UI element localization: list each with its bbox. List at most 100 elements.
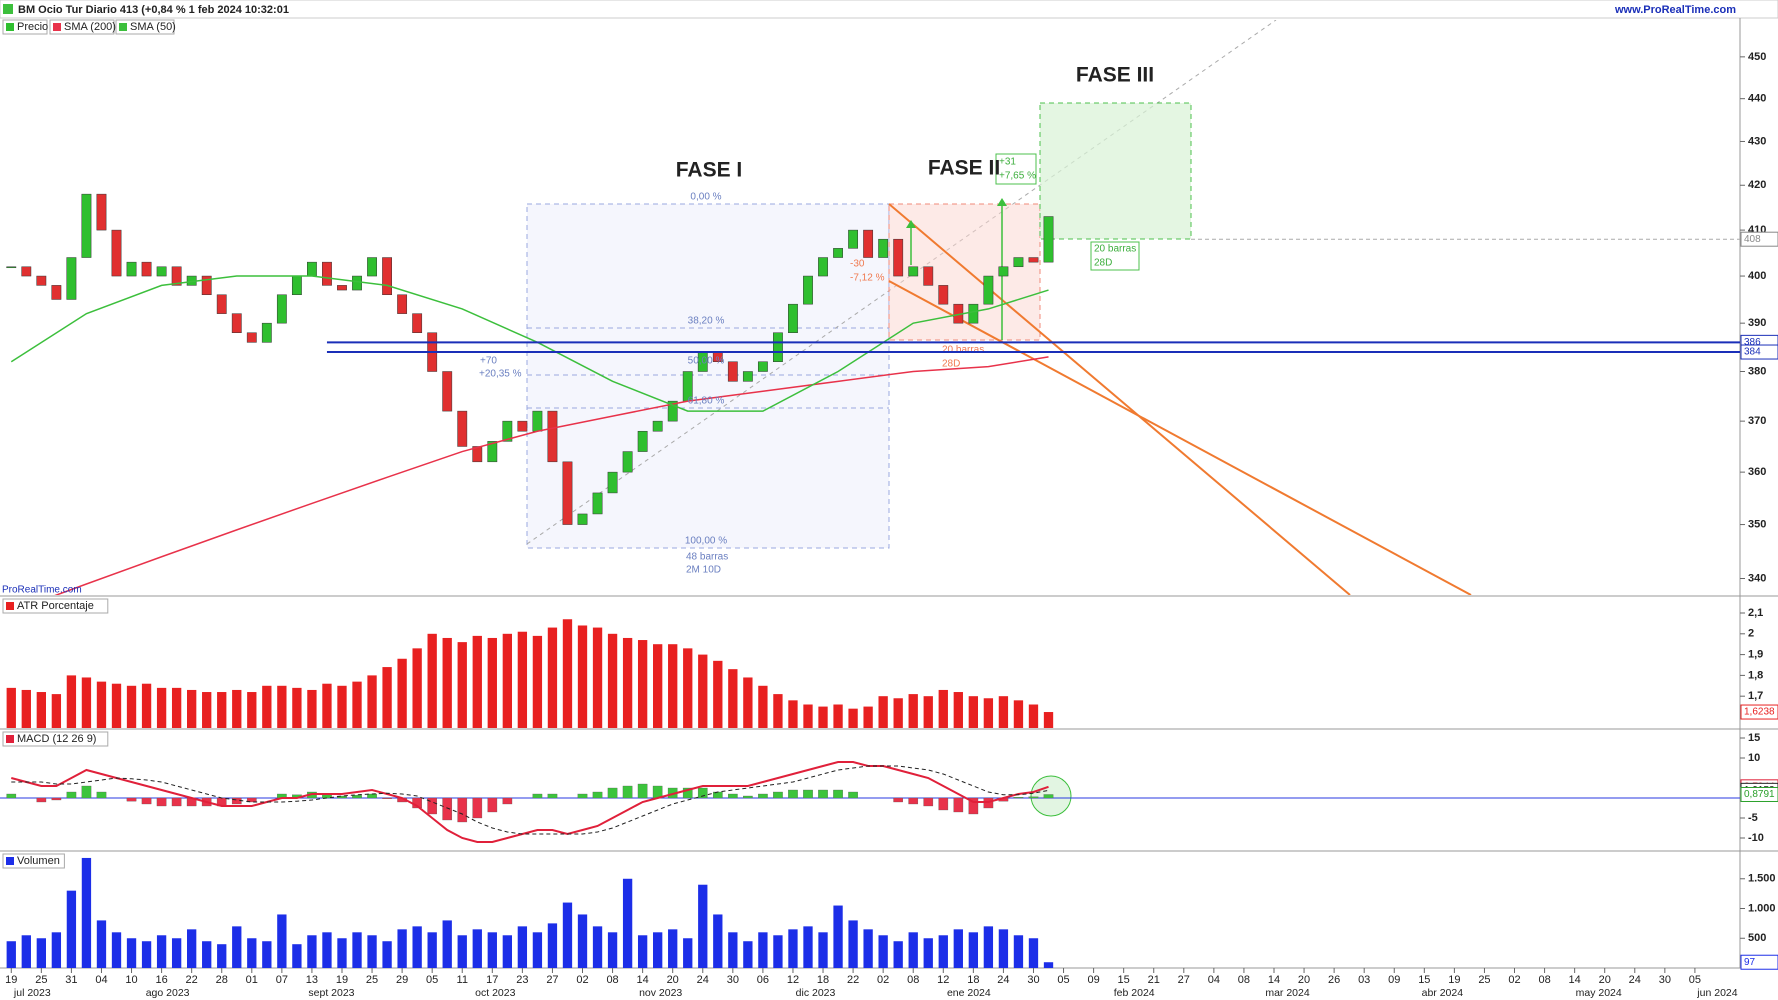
bar	[878, 696, 888, 728]
legend-box	[49, 19, 115, 35]
histogram-bar	[532, 793, 543, 799]
histogram-bar	[758, 793, 768, 799]
histogram-bar	[818, 789, 828, 799]
x-tick-label: 16	[155, 974, 167, 986]
histogram-bar	[833, 789, 843, 799]
bar	[607, 932, 618, 968]
bar	[337, 938, 347, 968]
x-tick-label: 12	[787, 974, 799, 986]
bar	[427, 633, 437, 728]
histogram-bar	[156, 797, 167, 807]
candle	[171, 266, 182, 286]
y-tick-label: 500	[1748, 932, 1766, 944]
histogram-bar	[66, 791, 77, 799]
bar	[998, 929, 1009, 968]
arrow	[997, 198, 1007, 206]
bar	[893, 941, 903, 968]
candle	[472, 446, 483, 463]
bar	[818, 932, 828, 968]
bar	[156, 935, 167, 968]
bar	[367, 935, 377, 968]
bar	[232, 926, 242, 968]
bar	[36, 692, 46, 728]
candle	[367, 257, 377, 277]
y-tick-label: -5	[1748, 812, 1758, 824]
candle	[457, 410, 468, 447]
bar	[292, 944, 302, 968]
histogram-bar	[246, 797, 257, 803]
candle	[968, 303, 979, 324]
candle	[637, 430, 648, 452]
x-tick-label: 27	[1178, 974, 1190, 986]
bar	[36, 938, 46, 968]
histogram-bar	[682, 787, 693, 799]
bar	[968, 932, 979, 968]
bar	[111, 932, 122, 968]
bar	[367, 675, 377, 728]
legend-swatch	[6, 735, 14, 743]
x-tick-label: 19	[1448, 974, 1460, 986]
x-tick-label: 29	[396, 974, 408, 986]
candle	[848, 229, 858, 249]
bar	[262, 685, 272, 728]
x-tick-label: 04	[95, 974, 107, 986]
change-label: -30	[850, 259, 865, 270]
candle	[322, 261, 332, 286]
x-tick-label: 10	[125, 974, 137, 986]
legend-label: ATR Porcentaje	[17, 600, 94, 612]
candle	[66, 257, 77, 300]
bar	[683, 938, 693, 968]
candle	[216, 294, 227, 314]
candle	[231, 313, 242, 333]
x-tick-label: 05	[1689, 974, 1701, 986]
x-tick-label: 21	[1148, 974, 1160, 986]
bar	[848, 920, 858, 968]
sma-line	[54, 356, 1049, 595]
x-tick-label: 20	[1599, 974, 1611, 986]
x-tick-label: 18	[817, 974, 829, 986]
value-tag-label: 384	[1744, 347, 1761, 358]
bar	[773, 935, 783, 968]
legend-swatch	[6, 602, 14, 610]
histogram-bar	[938, 797, 949, 811]
value-tag	[1740, 344, 1778, 360]
bar	[487, 637, 497, 728]
candle	[246, 332, 257, 343]
x-tick-label: 27	[546, 974, 558, 986]
month-label: feb 2024	[1114, 987, 1155, 999]
x-tick-label: 14	[1569, 974, 1581, 986]
duration-label: 20 barras	[942, 345, 984, 356]
bar	[187, 689, 197, 728]
candle	[788, 303, 798, 333]
y-tick-label: 400	[1748, 270, 1766, 282]
x-tick-label: 01	[246, 974, 258, 986]
duration-label: 48 barras	[686, 552, 728, 563]
bar	[457, 642, 467, 728]
bar	[698, 654, 708, 728]
x-tick-label: 08	[1538, 974, 1550, 986]
x-tick-label: 03	[1358, 974, 1370, 986]
icon	[3, 4, 13, 14]
bar	[66, 890, 77, 968]
main-panel	[6, 20, 1472, 595]
bar	[232, 689, 242, 728]
bar	[412, 926, 422, 968]
candle	[487, 441, 498, 463]
bar	[6, 687, 16, 728]
histogram-bar	[622, 785, 633, 799]
bar	[622, 878, 633, 968]
y-tick-label: 350	[1748, 518, 1766, 530]
histogram-bar	[427, 797, 437, 815]
bar	[1043, 962, 1054, 968]
channel-line	[888, 280, 1472, 595]
bar	[202, 692, 212, 728]
site[interactable]: www.ProRealTime.com	[1614, 4, 1736, 16]
month-label: may 2024	[1576, 987, 1622, 999]
bar	[562, 902, 573, 968]
bar	[773, 694, 783, 728]
channel-line	[888, 203, 1351, 595]
x-tick-label: 26	[1328, 974, 1340, 986]
histogram-bar	[712, 791, 723, 799]
bar	[908, 932, 918, 968]
